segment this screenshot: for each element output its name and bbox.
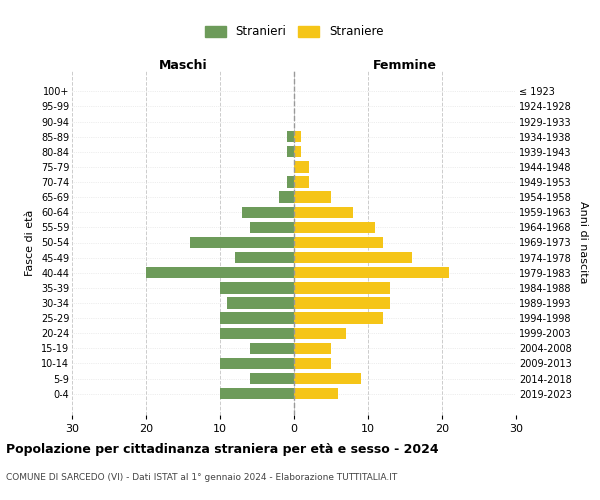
Bar — [287, 176, 294, 188]
Text: COMUNE DI SARCEDO (VI) - Dati ISTAT al 1° gennaio 2024 - Elaborazione TUTTITALIA: COMUNE DI SARCEDO (VI) - Dati ISTAT al 1… — [6, 472, 397, 482]
Bar — [146, 267, 294, 278]
Bar — [220, 282, 294, 294]
Legend: Stranieri, Straniere: Stranieri, Straniere — [200, 20, 388, 43]
Bar — [294, 342, 331, 354]
Bar — [279, 192, 294, 203]
Bar — [220, 312, 294, 324]
Bar — [250, 222, 294, 233]
Bar — [294, 222, 376, 233]
Text: Maschi: Maschi — [158, 58, 208, 71]
Text: Femmine: Femmine — [373, 58, 437, 71]
Bar — [294, 146, 301, 158]
Bar — [294, 328, 346, 339]
Bar — [294, 252, 412, 264]
Bar — [220, 328, 294, 339]
Bar — [287, 146, 294, 158]
Bar — [294, 192, 331, 203]
Bar — [220, 388, 294, 400]
Bar — [250, 373, 294, 384]
Bar — [294, 312, 383, 324]
Bar — [294, 388, 338, 400]
Bar — [294, 282, 390, 294]
Bar — [242, 206, 294, 218]
Bar — [220, 358, 294, 369]
Bar — [235, 252, 294, 264]
Bar — [250, 342, 294, 354]
Bar — [294, 206, 353, 218]
Bar — [294, 267, 449, 278]
Bar — [294, 373, 361, 384]
Bar — [294, 162, 309, 172]
Bar — [294, 298, 390, 308]
Bar — [190, 237, 294, 248]
Bar — [227, 298, 294, 308]
Y-axis label: Fasce di età: Fasce di età — [25, 210, 35, 276]
Bar — [294, 131, 301, 142]
Bar — [287, 131, 294, 142]
Bar — [294, 358, 331, 369]
Text: Popolazione per cittadinanza straniera per età e sesso - 2024: Popolazione per cittadinanza straniera p… — [6, 442, 439, 456]
Bar — [294, 237, 383, 248]
Y-axis label: Anni di nascita: Anni di nascita — [578, 201, 589, 284]
Bar — [294, 176, 309, 188]
